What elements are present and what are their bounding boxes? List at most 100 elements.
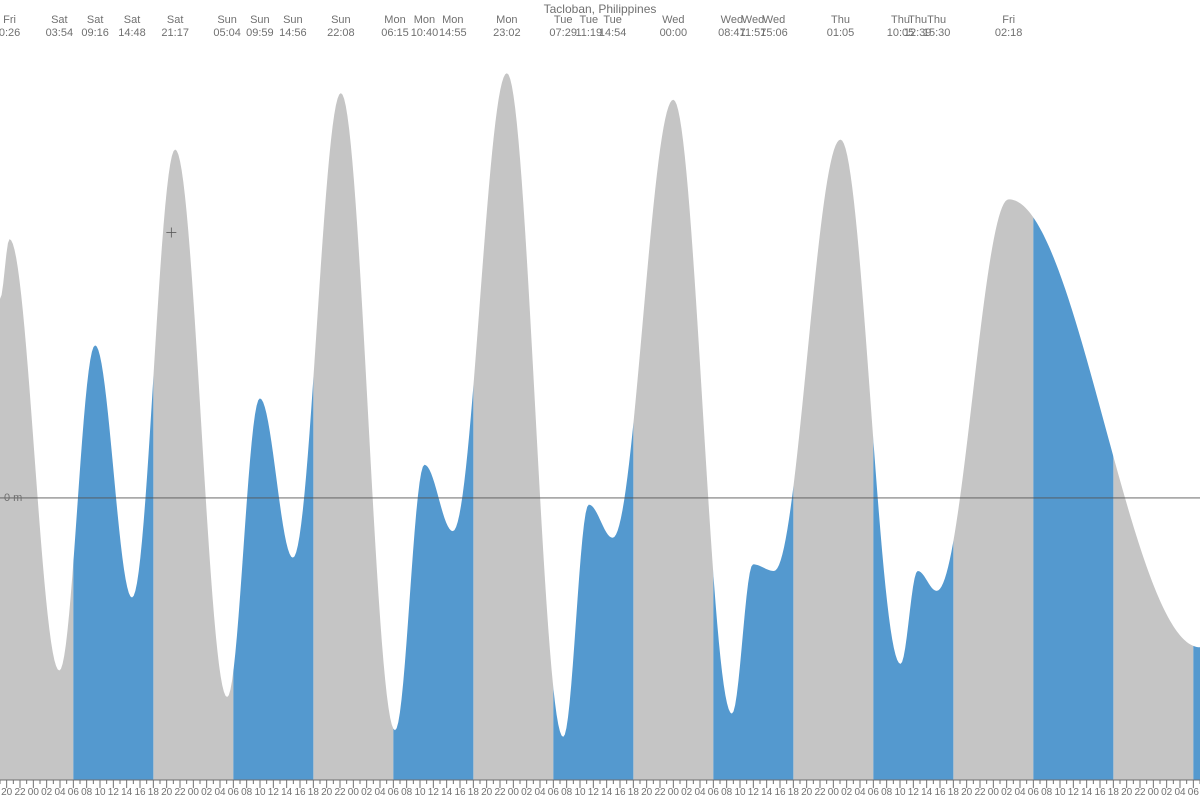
xaxis-tick-label: 02 [41,787,52,798]
xaxis-tick-label: 08 [401,787,412,798]
xaxis-tick-label: 14 [601,787,612,798]
xaxis-tick-label: 12 [908,787,919,798]
xaxis-tick-label: 02 [1001,787,1012,798]
xaxis-tick-label: 02 [841,787,852,798]
xaxis-tick-label: 22 [814,787,825,798]
xaxis-tick-label: 04 [54,787,65,798]
extrema-label: Wed00:00 [660,14,688,40]
xaxis-tick-label: 22 [654,787,665,798]
xaxis-tick-label: 12 [268,787,279,798]
extrema-label: Sat03:54 [46,14,74,40]
xaxis-tick-label: 18 [1108,787,1119,798]
y-reference-label: 0 m [4,492,22,504]
xaxis-tick-label: 18 [308,787,319,798]
extrema-label: Mon06:15 [381,14,409,40]
xaxis-tick-label: 18 [788,787,799,798]
xaxis-tick-label: 14 [121,787,132,798]
xaxis-tick-label: 06 [228,787,239,798]
xaxis-tick-label: 04 [374,787,385,798]
xaxis-tick-label: 22 [334,787,345,798]
xaxis-tick-label: 18 [148,787,159,798]
xaxis-tick-label: 08 [1041,787,1052,798]
xaxis-tick-label: 00 [988,787,999,798]
xaxis-tick-label: 06 [1188,787,1199,798]
extrema-label: Sun22:08 [327,14,355,40]
xaxis-tick-label: 14 [761,787,772,798]
extrema-label: Sat14:48 [118,14,146,40]
xaxis-tick-label: 02 [361,787,372,798]
chart-svg [0,0,1200,800]
xaxis-tick-label: 06 [1028,787,1039,798]
xaxis-tick-label: 00 [1148,787,1159,798]
xaxis-tick-label: 06 [68,787,79,798]
xaxis-tick-label: 12 [108,787,119,798]
xaxis-tick-label: 20 [161,787,172,798]
xaxis-tick-label: 00 [828,787,839,798]
xaxis-tick-label: 20 [961,787,972,798]
xaxis-tick-label: 04 [214,787,225,798]
xaxis-tick-label: 14 [281,787,292,798]
xaxis-tick-label: 12 [428,787,439,798]
xaxis-tick-label: 10 [94,787,105,798]
xaxis-tick-label: 18 [948,787,959,798]
xaxis-tick-label: 12 [1068,787,1079,798]
xaxis-tick-label: 22 [494,787,505,798]
xaxis-tick-label: 22 [174,787,185,798]
extrema-label: Fri02:18 [995,14,1023,40]
xaxis-tick-label: 16 [454,787,465,798]
xaxis-tick-label: 14 [1081,787,1092,798]
xaxis-tick-label: 00 [28,787,39,798]
xaxis-tick-label: 18 [628,787,639,798]
xaxis-tick-label: 20 [1,787,12,798]
xaxis-tick-label: 04 [1174,787,1185,798]
xaxis-tick-label: 00 [348,787,359,798]
xaxis-tick-label: 06 [388,787,399,798]
extrema-label: Fri0:26 [0,14,20,40]
xaxis-tick-label: 20 [641,787,652,798]
xaxis-tick-label: 06 [868,787,879,798]
extrema-label: Sun09:59 [246,14,274,40]
xaxis-tick-label: 08 [241,787,252,798]
extrema-label: Thu01:05 [827,14,855,40]
xaxis-tick-label: 08 [81,787,92,798]
extrema-label: Sat09:16 [81,14,109,40]
xaxis-tick-label: 12 [748,787,759,798]
xaxis-tick-label: 10 [734,787,745,798]
xaxis-tick-label: 08 [721,787,732,798]
xaxis-tick-label: 04 [1014,787,1025,798]
xaxis-tick-label: 00 [668,787,679,798]
xaxis-tick-label: 16 [294,787,305,798]
extrema-label: Tue07:29 [549,14,577,40]
extrema-label: Wed15:06 [760,14,788,40]
xaxis-tick-label: 22 [974,787,985,798]
extrema-label: Mon10:40 [411,14,439,40]
xaxis-tick-label: 04 [534,787,545,798]
tide-chart: Tacloban, Philippines 202200020406081012… [0,0,1200,800]
xaxis-tick-label: 04 [694,787,705,798]
xaxis-tick-label: 22 [1134,787,1145,798]
xaxis-tick-label: 00 [188,787,199,798]
xaxis-tick-label: 20 [1121,787,1132,798]
xaxis-tick-label: 06 [548,787,559,798]
xaxis-tick-label: 04 [854,787,865,798]
xaxis-tick-label: 14 [441,787,452,798]
xaxis-tick-label: 10 [574,787,585,798]
xaxis-tick-label: 02 [1161,787,1172,798]
xaxis-tick-label: 10 [254,787,265,798]
xaxis-tick-label: 06 [708,787,719,798]
extrema-label: Tue14:54 [599,14,627,40]
xaxis-tick-label: 16 [774,787,785,798]
xaxis-tick-label: 16 [614,787,625,798]
xaxis-tick-label: 14 [921,787,932,798]
xaxis-tick-label: 02 [201,787,212,798]
xaxis-tick-label: 08 [881,787,892,798]
xaxis-tick-label: 20 [321,787,332,798]
xaxis-tick-label: 16 [1094,787,1105,798]
xaxis-tick-label: 22 [14,787,25,798]
xaxis-tick-label: 18 [468,787,479,798]
xaxis-tick-label: 02 [521,787,532,798]
xaxis-tick-label: 12 [588,787,599,798]
xaxis-tick-label: 20 [481,787,492,798]
xaxis-tick-label: 00 [508,787,519,798]
xaxis-tick-label: 16 [134,787,145,798]
